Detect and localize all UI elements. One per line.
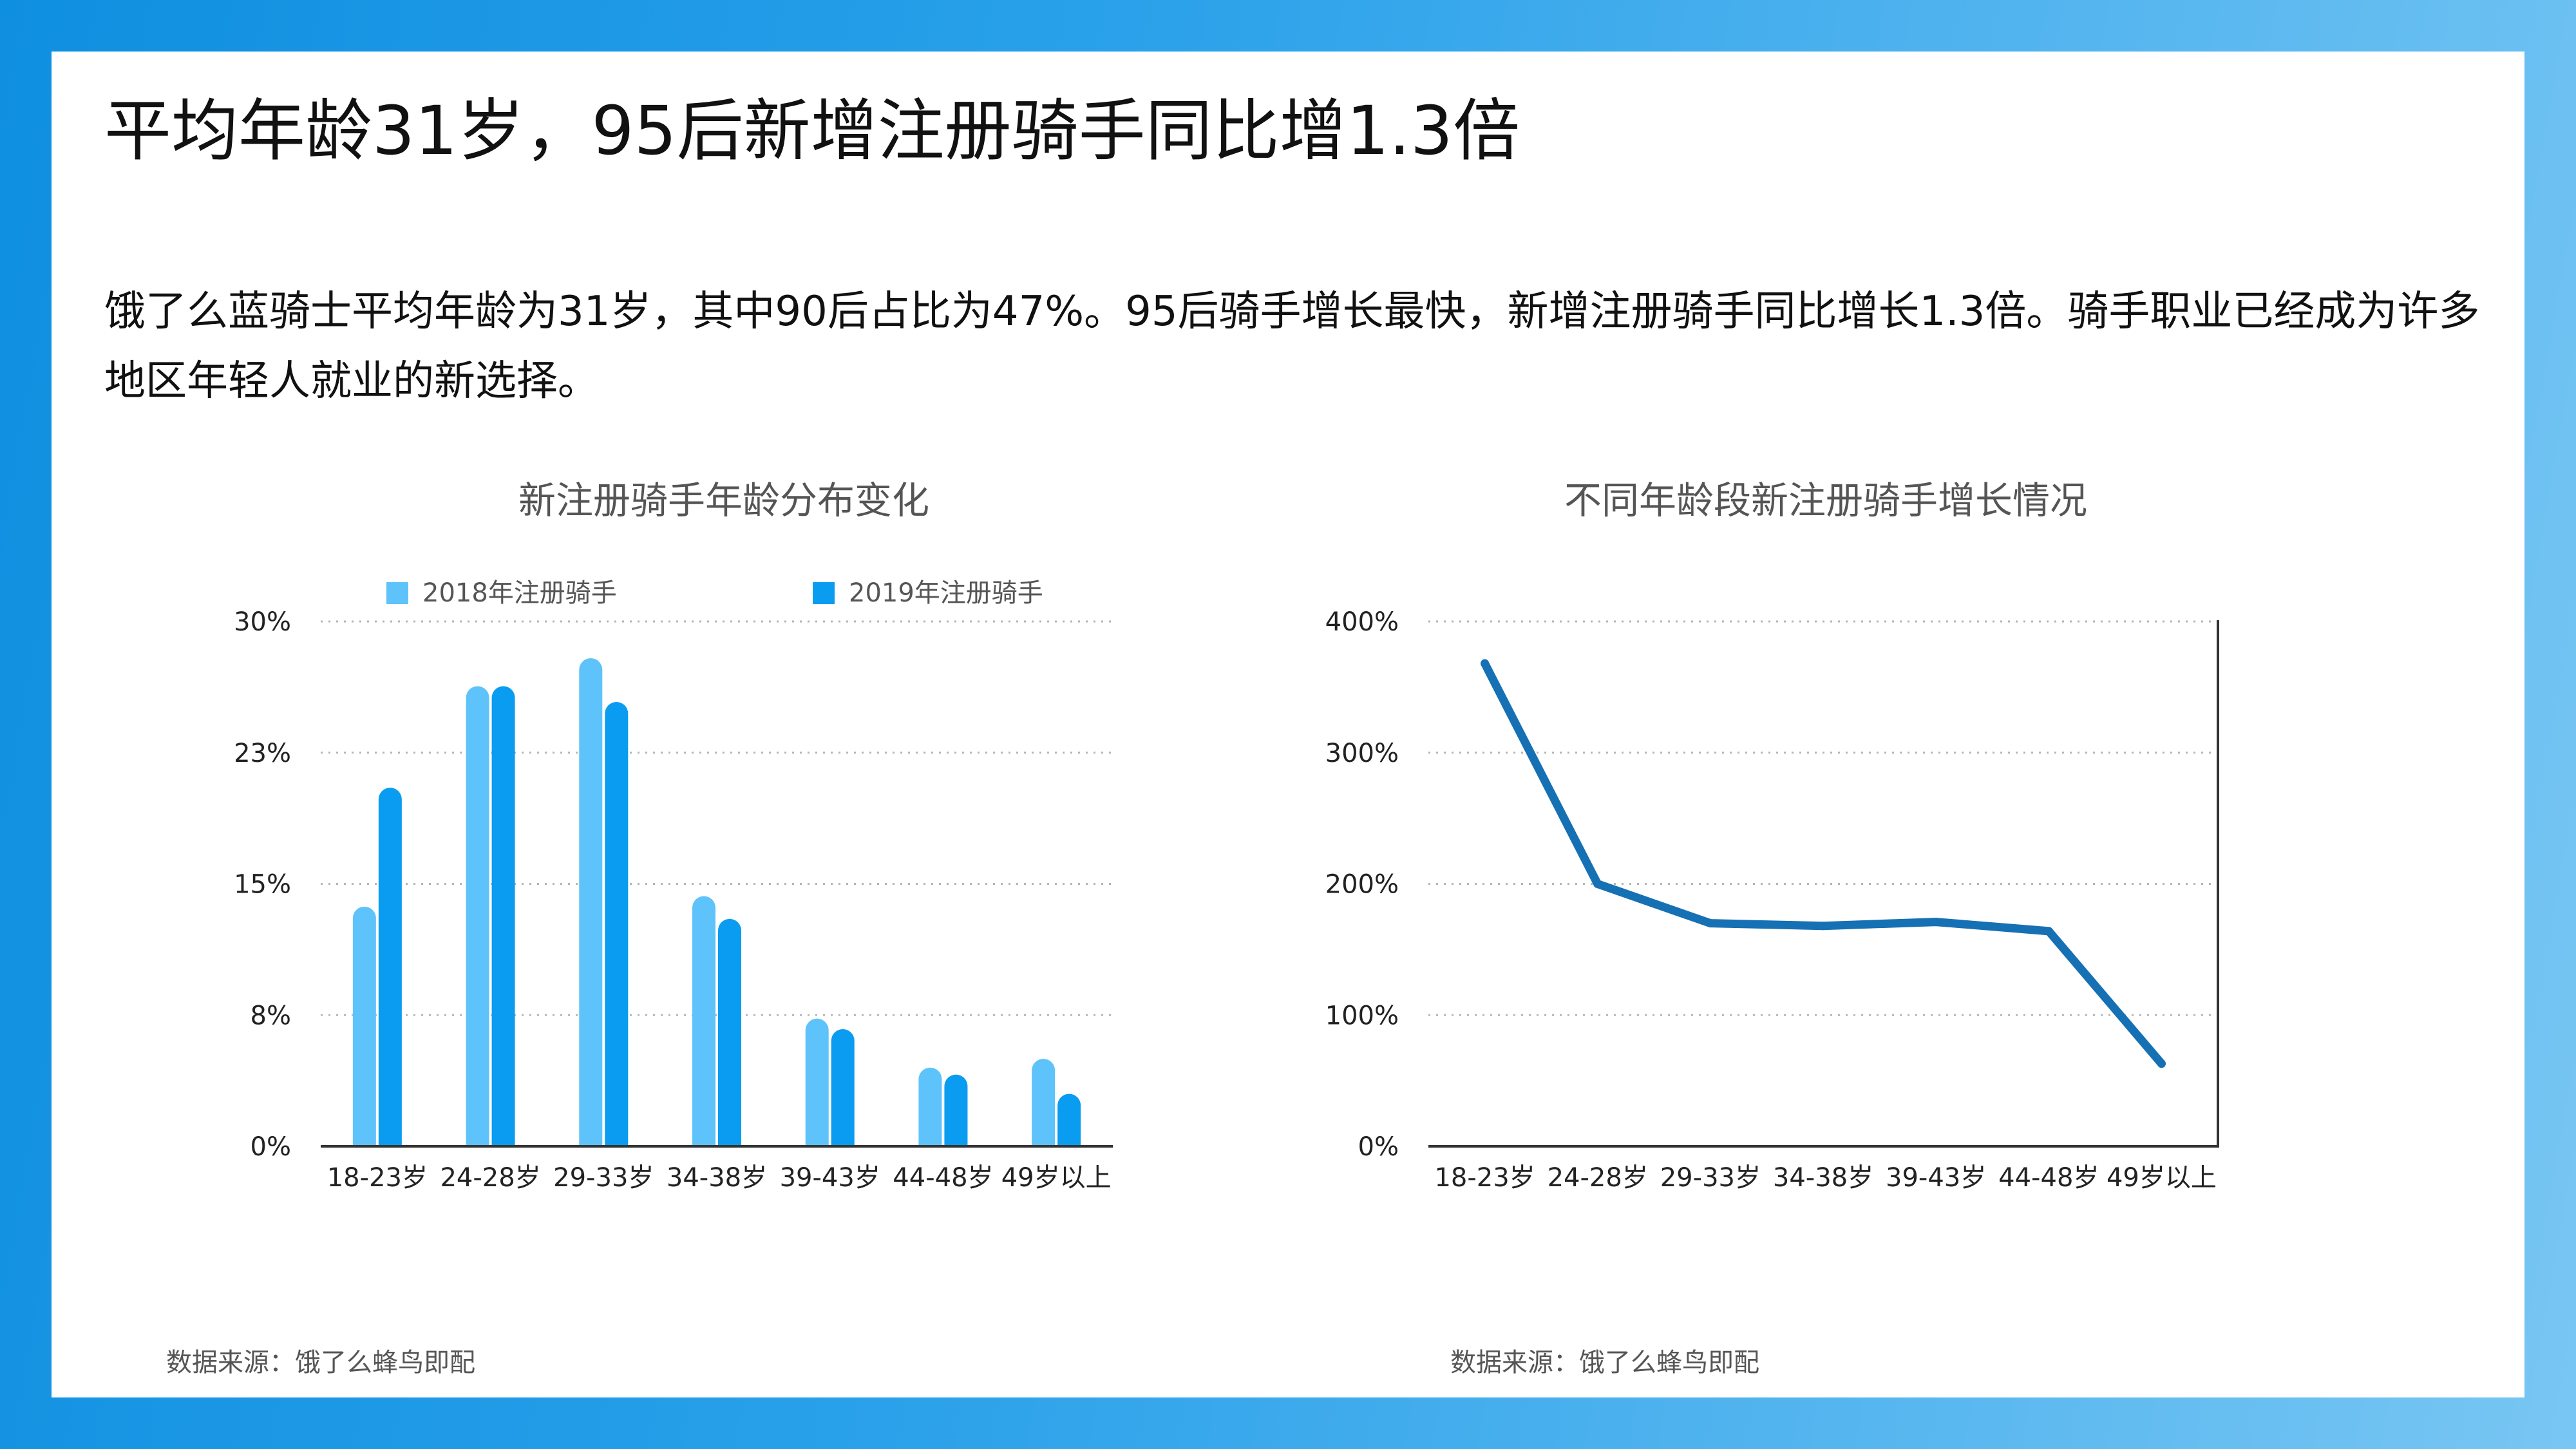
line-point bbox=[1706, 919, 1715, 928]
bar-x-tick-label: 39-43岁 bbox=[780, 1163, 880, 1193]
bar-2018 bbox=[692, 896, 715, 1146]
bar-chart-grid bbox=[321, 620, 1113, 1016]
line-y-tick-label: 100% bbox=[1325, 1001, 1399, 1030]
bar-2018 bbox=[1032, 1059, 1056, 1146]
bar-chart-y-ticks: 0% 8% 15% 23% 30% bbox=[234, 607, 291, 1162]
bar-2019 bbox=[605, 701, 629, 1146]
line-chart-source-note: 数据来源：饿了么蜂鸟即配 bbox=[1450, 1348, 1759, 1378]
bar-x-tick-label: 34-38岁 bbox=[667, 1163, 767, 1193]
line-x-tick-label: 34-38岁 bbox=[1773, 1163, 1873, 1193]
age-distribution-bar-chart: 新注册骑手年龄分布变化 2018年注册骑手 2019年注册骑手 0% 8% 15% 2… bbox=[234, 478, 1113, 1193]
bar-y-tick-label: 0% bbox=[251, 1132, 291, 1162]
line-y-tick-label: 300% bbox=[1325, 739, 1399, 768]
bar-2019 bbox=[1057, 1094, 1081, 1146]
line-x-tick-label: 44-48岁 bbox=[1998, 1163, 2099, 1193]
bar-2018 bbox=[805, 1018, 829, 1146]
bar-chart-source-note: 数据来源：饿了么蜂鸟即配 bbox=[166, 1348, 475, 1378]
line-x-tick-label: 18-23岁 bbox=[1434, 1163, 1535, 1193]
legend-label-2019: 2019年注册骑手 bbox=[849, 578, 1043, 608]
line-point bbox=[1481, 659, 1490, 668]
growth-line-series bbox=[1481, 659, 2166, 1068]
legend-swatch-2018 bbox=[386, 582, 408, 604]
bar-chart-legend: 2018年注册骑手 2019年注册骑手 bbox=[386, 578, 1043, 608]
line-y-tick-label: 0% bbox=[1358, 1132, 1399, 1162]
bar-y-tick-label: 23% bbox=[234, 739, 291, 768]
bar-2018 bbox=[352, 906, 376, 1146]
line-chart-y-ticks: 0% 100% 200% 300% 400% bbox=[1325, 607, 1399, 1162]
bar-y-tick-label: 8% bbox=[251, 1001, 291, 1030]
line-x-tick-label: 39-43岁 bbox=[1886, 1163, 1986, 1193]
line-point bbox=[1819, 922, 1828, 931]
bar-x-tick-label: 18-23岁 bbox=[327, 1163, 428, 1193]
line-point bbox=[1593, 880, 1602, 888]
bar-2019 bbox=[831, 1028, 855, 1146]
line-x-tick-label: 49岁以上 bbox=[2107, 1163, 2217, 1193]
bar-y-tick-label: 15% bbox=[234, 870, 291, 900]
legend-swatch-2019 bbox=[813, 582, 835, 604]
bar-x-tick-label: 24-28岁 bbox=[440, 1163, 540, 1193]
legend-label-2018: 2018年注册骑手 bbox=[422, 578, 617, 608]
bar-x-tick-label: 49岁以上 bbox=[1001, 1163, 1112, 1193]
bar-chart-x-ticks: 18-23岁 24-28岁 29-33岁 34-38岁 39-43岁 44-48岁 49岁以… bbox=[327, 1163, 1112, 1193]
line-y-tick-label: 400% bbox=[1325, 607, 1399, 637]
bar-2018 bbox=[466, 686, 489, 1146]
line-chart-title: 不同年龄段新注册骑手增长情况 bbox=[1564, 478, 2087, 522]
bar-chart-title: 新注册骑手年龄分布变化 bbox=[518, 478, 929, 522]
page-description: 饿了么蓝骑士平均年龄为31岁，其中90后占比为47%。95后骑手增长最快，新增注… bbox=[104, 288, 2480, 405]
bar-2018 bbox=[579, 658, 603, 1146]
bar-2019 bbox=[378, 788, 402, 1146]
growth-line-chart: 不同年龄段新注册骑手增长情况 0% 100% 200% 300% 400% 18-23岁… bbox=[1325, 478, 2219, 1193]
bar-x-tick-label: 44-48岁 bbox=[893, 1163, 993, 1193]
line-point bbox=[2157, 1059, 2166, 1068]
line-chart-points bbox=[1481, 659, 2166, 1068]
line-point bbox=[1931, 918, 1940, 927]
page-title: 平均年龄31岁，95后新增注册骑手同比增1.3倍 bbox=[104, 91, 1520, 170]
line-x-tick-label: 24-28岁 bbox=[1548, 1163, 1648, 1193]
line-chart-grid bbox=[1428, 620, 2218, 1016]
bar-x-tick-label: 29-33岁 bbox=[553, 1163, 654, 1193]
line-y-tick-label: 200% bbox=[1325, 870, 1399, 900]
bar-y-tick-label: 30% bbox=[234, 607, 291, 637]
bar-2018 bbox=[918, 1067, 942, 1146]
bar-2019 bbox=[944, 1074, 968, 1146]
line-point bbox=[2044, 927, 2053, 936]
bar-chart-bars bbox=[352, 658, 1081, 1146]
bar-2019 bbox=[491, 686, 515, 1146]
line-x-tick-label: 29-33岁 bbox=[1660, 1163, 1761, 1193]
line-chart-x-ticks: 18-23岁 24-28岁 29-33岁 34-38岁 39-43岁 44-48岁 49岁以… bbox=[1434, 1163, 2216, 1193]
content-card bbox=[52, 52, 2524, 1397]
bar-2019 bbox=[718, 918, 741, 1146]
